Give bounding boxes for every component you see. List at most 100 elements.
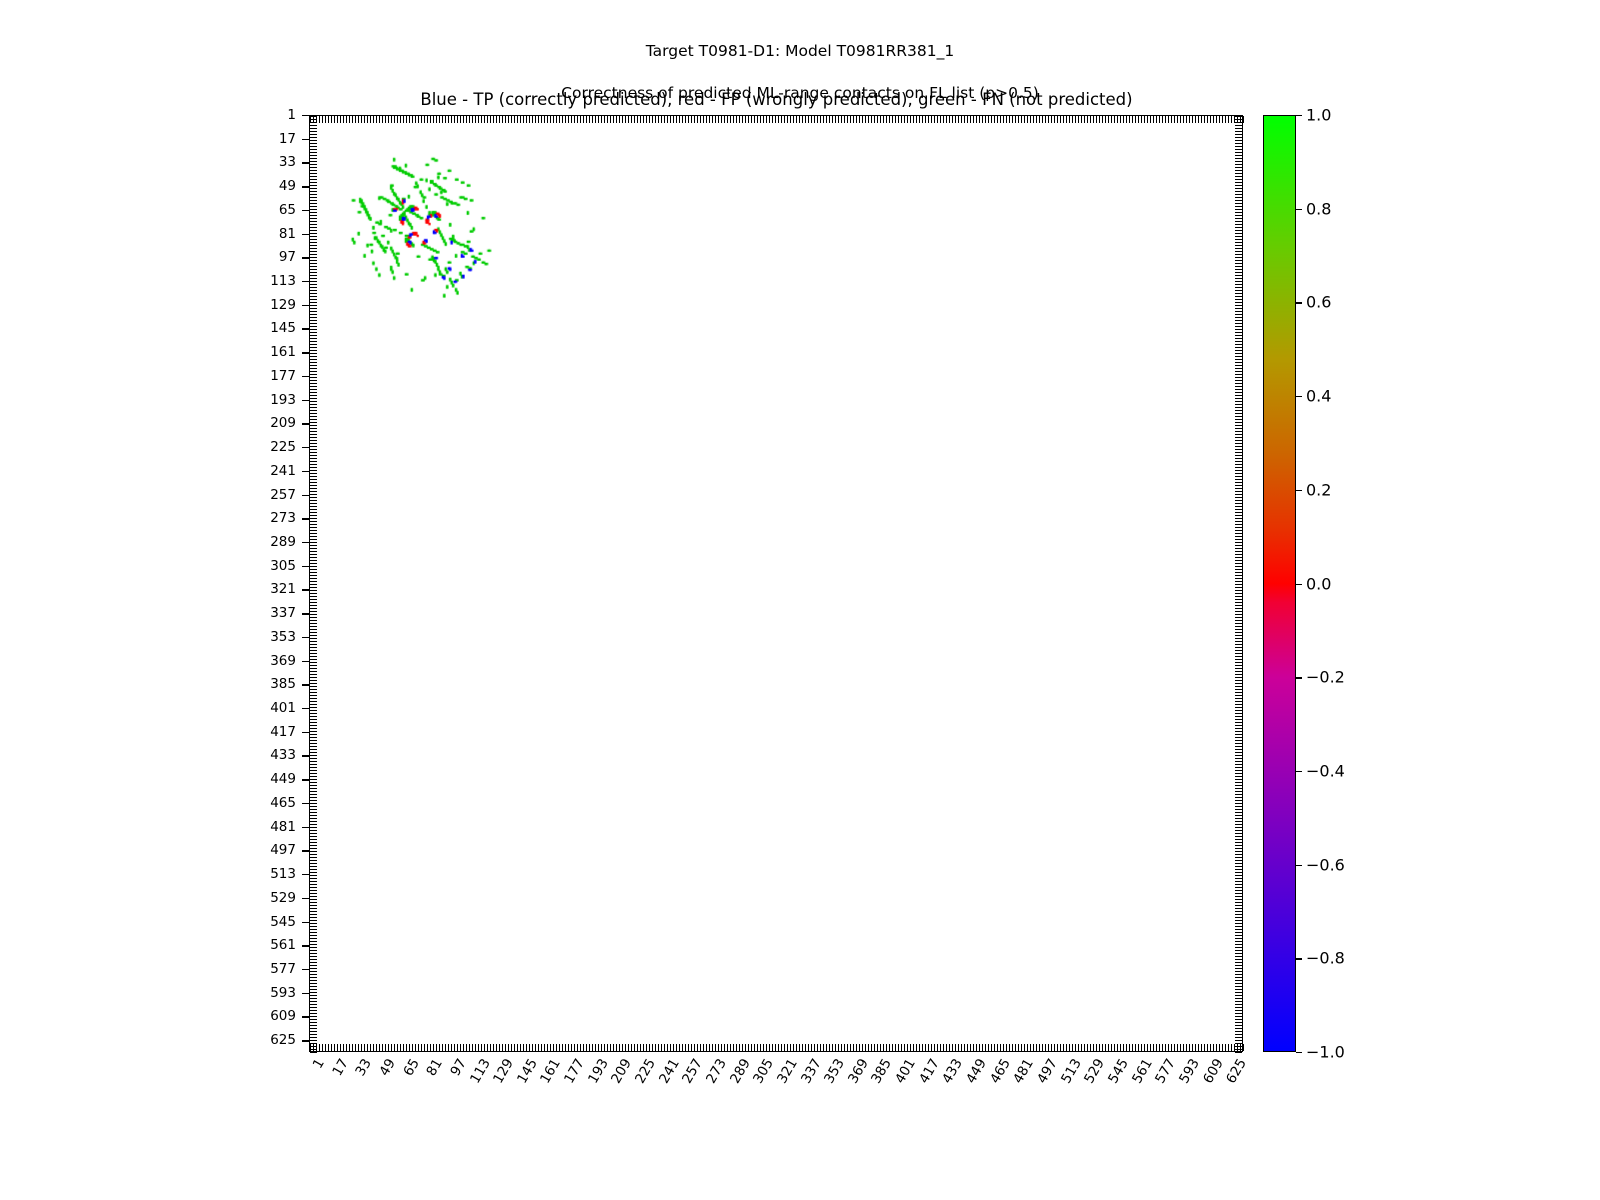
y-tick-label: 193 xyxy=(270,391,296,408)
colorbar-tick-label: −0.8 xyxy=(1306,948,1345,968)
figure-title: Target T0981-D1: Model T0981RR381_1 Corr… xyxy=(0,20,1600,125)
y-tick-label: 561 xyxy=(270,937,296,954)
x-tick-label: 193 xyxy=(584,1056,612,1087)
x-tick-label: 129 xyxy=(490,1056,518,1087)
colorbar-tick xyxy=(1296,396,1302,398)
y-tick-label: 225 xyxy=(270,439,296,456)
y-tick-label: 449 xyxy=(270,771,296,788)
x-tick-label: 497 xyxy=(1034,1056,1061,1087)
x-tick-label: 337 xyxy=(797,1056,825,1087)
x-tick-label: 145 xyxy=(513,1056,541,1087)
colorbar-tick-label: 0.4 xyxy=(1306,386,1332,406)
x-tick-label: 113 xyxy=(466,1056,494,1087)
x-tick-label: 513 xyxy=(1057,1056,1085,1087)
y-tick-label: 17 xyxy=(278,130,296,147)
x-tick-label: 33 xyxy=(352,1056,376,1079)
y-tick-label: 465 xyxy=(270,794,296,811)
colorbar-tick-label: −0.2 xyxy=(1306,667,1345,687)
y-tick-label: 417 xyxy=(270,723,296,740)
x-tick-label: 49 xyxy=(376,1056,399,1079)
y-tick-label: 545 xyxy=(270,913,296,930)
x-tick-label: 577 xyxy=(1152,1056,1180,1087)
x-tick-label: 177 xyxy=(561,1056,588,1087)
y-tick-label: 625 xyxy=(270,1032,296,1049)
colorbar-tick-labels: 1.0 0.8 0.6 0.4 0.2 0.0 −0.2 −0.4 −0.6 −0.8 −1.0 xyxy=(1306,106,1376,1062)
y-tick-label: 209 xyxy=(270,415,296,432)
y-tick-label: 33 xyxy=(278,154,296,171)
y-tick-label: 273 xyxy=(270,510,296,527)
x-tick-label: 241 xyxy=(655,1056,683,1087)
y-tick-label: 257 xyxy=(270,486,296,503)
x-axis-tick-labels: 1 17 33 49 65 81 97 113 129 145 161 177 193 209 225 241… xyxy=(309,1056,1250,1126)
y-tick-label: 593 xyxy=(270,984,296,1001)
x-tick-label: 81 xyxy=(423,1056,447,1079)
colorbar-tick xyxy=(1296,489,1302,492)
x-tick-label: 609 xyxy=(1199,1056,1227,1087)
y-tick-label: 337 xyxy=(270,605,296,622)
colorbar-tick-label: 0.2 xyxy=(1306,480,1332,500)
x-tick-label: 369 xyxy=(844,1056,872,1087)
y-tick-label: 481 xyxy=(270,818,296,835)
x-tick-label: 1 xyxy=(309,1056,328,1072)
colorbar-tick xyxy=(1296,770,1302,773)
x-tick-label: 593 xyxy=(1175,1056,1203,1087)
colorbar-tick-label: −0.4 xyxy=(1306,761,1345,781)
x-tick-label: 289 xyxy=(726,1056,754,1087)
x-tick-label: 545 xyxy=(1105,1056,1132,1087)
y-tick-label: 161 xyxy=(270,344,296,361)
colorbar-tick-label: 0.6 xyxy=(1306,292,1332,312)
colorbar-tick xyxy=(1296,208,1302,211)
x-tick-label: 465 xyxy=(986,1056,1014,1087)
colorbar-tick-label: −0.6 xyxy=(1306,855,1345,875)
x-tick-label: 225 xyxy=(632,1056,659,1087)
colorbar-gradient xyxy=(1263,115,1296,1052)
y-tick-label: 609 xyxy=(270,1008,296,1025)
colorbar-tick-label: 1.0 xyxy=(1306,105,1332,125)
contact-map-plot[interactable] xyxy=(310,116,1242,1051)
x-tick-label: 625 xyxy=(1223,1056,1251,1087)
y-tick-label: 401 xyxy=(270,700,296,717)
y-tick-label: 241 xyxy=(270,462,296,479)
x-tick-label: 17 xyxy=(329,1056,352,1079)
y-tick-label: 305 xyxy=(270,557,296,574)
colorbar-ticks xyxy=(1296,115,1304,1054)
y-tick-label: 177 xyxy=(270,367,296,384)
y-tick-label: 385 xyxy=(270,676,296,693)
x-tick-label: 561 xyxy=(1128,1056,1156,1087)
y-tick-label: 145 xyxy=(270,320,296,337)
x-tick-label: 529 xyxy=(1081,1056,1109,1087)
colorbar-tick xyxy=(1296,677,1302,679)
y-axis-tick-labels: 1 17 33 49 65 81 97 113 129 145 161 177 193 209 225 241… xyxy=(248,107,296,1052)
x-tick-label: 305 xyxy=(750,1056,778,1087)
colorbar-tick-label: 0.0 xyxy=(1306,574,1332,593)
figure-title-line-1: Target T0981-D1: Model T0981RR381_1 xyxy=(645,42,955,60)
axes-title-legend: Blue - TP (correctly predicted), red - F… xyxy=(420,90,1133,109)
y-tick-label: 321 xyxy=(270,581,296,598)
x-tick-label: 273 xyxy=(703,1056,730,1087)
y-tick-label: 513 xyxy=(270,866,296,883)
x-tick-label: 161 xyxy=(537,1056,565,1087)
x-tick-label: 449 xyxy=(963,1056,990,1087)
colorbar-tick xyxy=(1296,302,1302,304)
x-tick-label: 257 xyxy=(679,1056,707,1087)
colorbar-tick-label: 0.8 xyxy=(1306,199,1332,219)
x-tick-label: 209 xyxy=(608,1056,636,1087)
x-tick-label: 417 xyxy=(915,1056,943,1087)
figure-title-line-2: Correctness of predicted ML-range contac… xyxy=(561,84,1039,102)
x-tick-label: 433 xyxy=(939,1056,967,1087)
y-tick-label: 113 xyxy=(270,273,296,290)
x-tick-label: 97 xyxy=(447,1056,470,1079)
x-tick-label: 401 xyxy=(892,1056,919,1087)
y-tick-label: 97 xyxy=(278,249,296,266)
y-tick-label: 289 xyxy=(270,533,296,550)
y-tick-label: 577 xyxy=(270,960,296,977)
x-tick-label: 65 xyxy=(399,1056,423,1079)
y-tick-label: 529 xyxy=(270,889,296,906)
y-tick-label: 49 xyxy=(278,178,296,195)
y-tick-label: 1 xyxy=(287,107,296,123)
y-tick-label: 497 xyxy=(270,842,296,859)
y-tick-label: 81 xyxy=(278,225,296,242)
contact-map-axes[interactable] xyxy=(309,115,1244,1053)
x-tick-label: 321 xyxy=(774,1056,801,1087)
x-tick-label: 481 xyxy=(1010,1056,1038,1087)
